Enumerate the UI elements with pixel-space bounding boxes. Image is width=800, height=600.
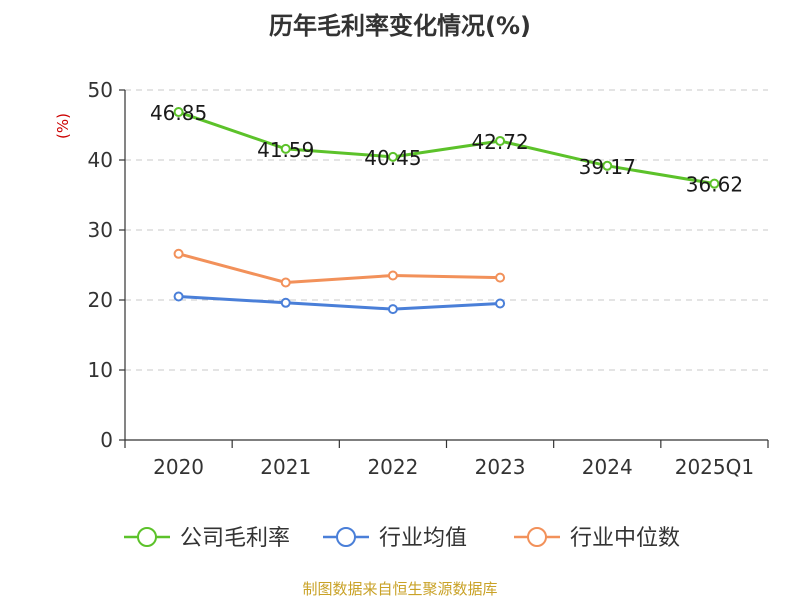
data-point — [495, 272, 506, 283]
legend-marker — [527, 527, 547, 547]
legend-marker — [336, 527, 356, 547]
y-tick-label: 40 — [88, 148, 113, 172]
data-point — [495, 298, 506, 309]
y-axis-label: (%) — [54, 113, 72, 139]
data-label: 41.59 — [257, 138, 314, 162]
data-label: 46.85 — [150, 101, 207, 125]
y-tick-label: 20 — [88, 288, 113, 312]
data-point — [387, 304, 398, 315]
data-label: 40.45 — [364, 146, 421, 170]
legend-label: 公司毛利率 — [180, 526, 290, 551]
x-tick-label: 2025Q1 — [675, 455, 754, 479]
data-point — [173, 248, 184, 259]
legend-label: 行业均值 — [379, 526, 467, 551]
series-line-2 — [178, 252, 501, 284]
data-point — [280, 297, 291, 308]
data-point — [709, 178, 720, 189]
data-point — [387, 151, 398, 162]
data-point — [280, 143, 291, 154]
y-tick-label: 50 — [88, 78, 113, 102]
data-point — [387, 270, 398, 281]
x-tick-label: 2021 — [260, 455, 311, 479]
x-tick-label: 2020 — [153, 455, 204, 479]
data-point — [173, 291, 184, 302]
source-note: 制图数据来自恒生聚源数据库 — [302, 580, 498, 598]
data-point — [602, 160, 613, 171]
data-point — [280, 277, 291, 288]
x-tick-label: 2022 — [367, 455, 418, 479]
data-point — [173, 107, 184, 118]
legend-label: 行业中位数 — [570, 526, 680, 551]
data-label: 36.62 — [686, 173, 743, 197]
x-tick-label: 2024 — [582, 455, 633, 479]
data-point — [495, 135, 506, 146]
y-tick-label: 30 — [88, 218, 113, 242]
series-line-1 — [178, 295, 501, 311]
x-tick-label: 2023 — [475, 455, 526, 479]
data-label: 39.17 — [579, 155, 636, 179]
series-line-0 — [178, 110, 715, 186]
y-tick-label: 0 — [100, 428, 113, 452]
chart-title: 历年毛利率变化情况(%) — [269, 12, 531, 40]
legend-marker — [137, 527, 157, 547]
y-tick-label: 10 — [88, 358, 113, 382]
data-label: 42.72 — [471, 130, 528, 154]
